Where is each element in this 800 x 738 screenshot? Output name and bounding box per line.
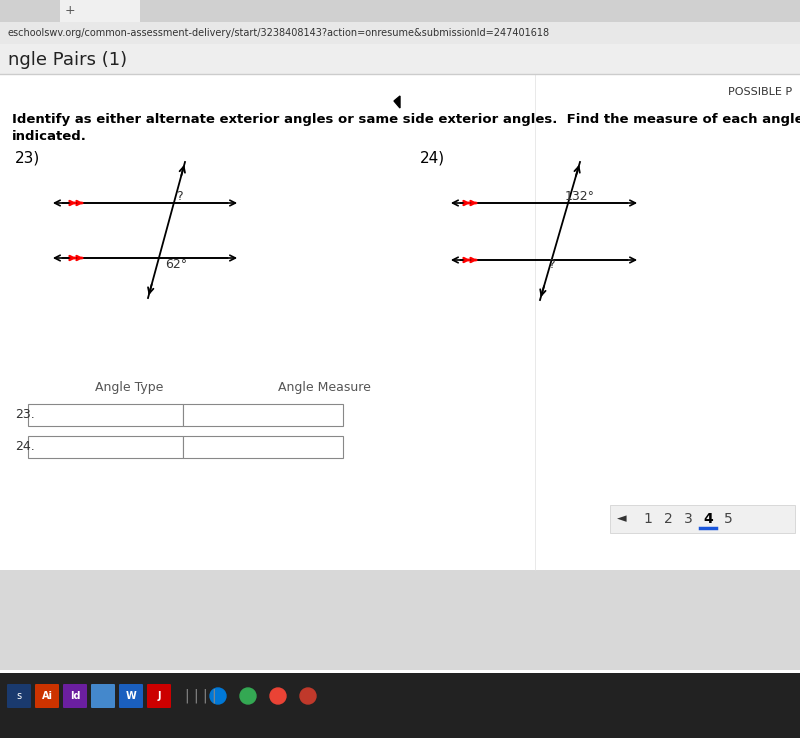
FancyBboxPatch shape xyxy=(183,436,343,458)
FancyBboxPatch shape xyxy=(0,74,800,684)
Text: eschoolswv.org/common-assessment-delivery/start/3238408143?action=onresume&submi: eschoolswv.org/common-assessment-deliver… xyxy=(8,28,550,38)
Text: Identify as either alternate exterior angles or same side exterior angles.  Find: Identify as either alternate exterior an… xyxy=(12,114,800,126)
Text: 2: 2 xyxy=(664,512,672,526)
FancyBboxPatch shape xyxy=(183,404,343,426)
Text: 1: 1 xyxy=(643,512,653,526)
Circle shape xyxy=(240,688,256,704)
FancyBboxPatch shape xyxy=(0,44,800,684)
FancyBboxPatch shape xyxy=(0,44,800,74)
FancyBboxPatch shape xyxy=(35,684,59,708)
Text: 132°: 132° xyxy=(565,190,595,202)
Text: 23.: 23. xyxy=(15,409,34,421)
Circle shape xyxy=(300,688,316,704)
Text: Angle Type: Angle Type xyxy=(95,382,163,395)
Text: +: + xyxy=(65,4,76,18)
Polygon shape xyxy=(394,96,400,108)
FancyBboxPatch shape xyxy=(0,570,800,670)
FancyBboxPatch shape xyxy=(28,404,183,426)
FancyBboxPatch shape xyxy=(28,436,183,458)
Text: indicated.: indicated. xyxy=(12,129,87,142)
Text: Angle Measure: Angle Measure xyxy=(278,382,371,395)
FancyBboxPatch shape xyxy=(0,673,800,738)
Circle shape xyxy=(270,688,286,704)
FancyBboxPatch shape xyxy=(119,684,143,708)
FancyBboxPatch shape xyxy=(0,0,800,22)
Text: Ai: Ai xyxy=(42,691,53,701)
Text: 3: 3 xyxy=(684,512,692,526)
Text: W: W xyxy=(126,691,136,701)
FancyBboxPatch shape xyxy=(0,22,800,44)
Text: ◄: ◄ xyxy=(617,512,627,525)
Text: ngle Pairs (1): ngle Pairs (1) xyxy=(8,51,127,69)
Text: s: s xyxy=(17,691,22,701)
Text: POSSIBLE P: POSSIBLE P xyxy=(728,87,792,97)
FancyBboxPatch shape xyxy=(91,684,115,708)
FancyBboxPatch shape xyxy=(0,0,800,44)
FancyBboxPatch shape xyxy=(63,684,87,708)
Text: ?: ? xyxy=(548,258,554,272)
Circle shape xyxy=(210,688,226,704)
Text: | | | |: | | | | xyxy=(185,689,217,703)
Text: J: J xyxy=(158,691,161,701)
Text: 5: 5 xyxy=(724,512,732,526)
FancyBboxPatch shape xyxy=(60,0,140,22)
FancyBboxPatch shape xyxy=(610,505,795,533)
Text: ?: ? xyxy=(176,190,182,204)
Text: 24.: 24. xyxy=(15,441,34,453)
Text: 62°: 62° xyxy=(165,258,187,272)
FancyBboxPatch shape xyxy=(7,684,31,708)
Text: 24): 24) xyxy=(420,151,445,165)
FancyBboxPatch shape xyxy=(147,684,171,708)
Text: Id: Id xyxy=(70,691,80,701)
Text: 23): 23) xyxy=(15,151,40,165)
Text: 4: 4 xyxy=(703,512,713,526)
